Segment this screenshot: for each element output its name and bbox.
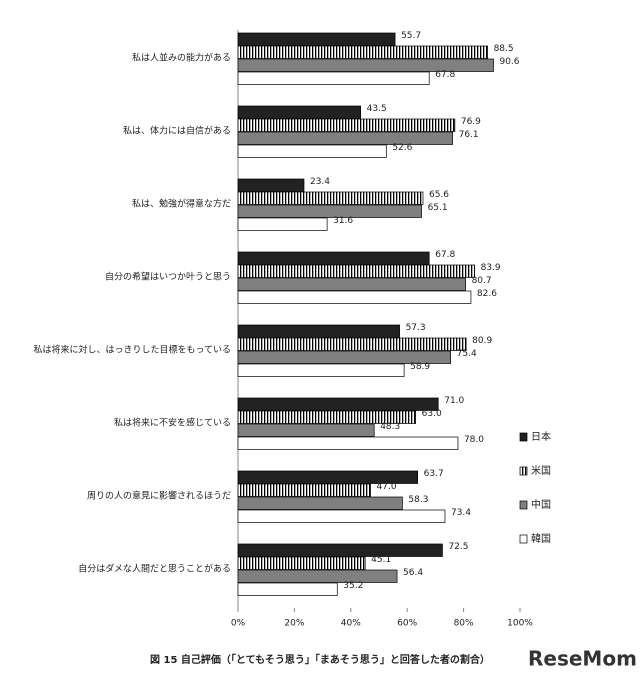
- bar: [237, 191, 424, 205]
- bar: [237, 178, 305, 192]
- bar: [237, 397, 439, 411]
- bar: [237, 277, 466, 291]
- category-label: 私は将来に対し、はっきりした目標をもっている: [33, 344, 231, 356]
- bar: [237, 71, 430, 85]
- value-label: 58.3: [408, 495, 428, 505]
- value-label: 65.6: [429, 190, 449, 200]
- bar: [237, 251, 430, 265]
- legend-label: 中国: [531, 498, 551, 511]
- bar: [237, 363, 405, 377]
- value-label: 73.4: [451, 508, 471, 518]
- value-label: 58.9: [410, 362, 430, 372]
- value-label: 31.6: [333, 216, 353, 226]
- bar: [237, 509, 446, 523]
- bar: [237, 483, 371, 497]
- x-tick-label: 60%: [397, 619, 417, 629]
- bar: [237, 131, 453, 145]
- value-label: 82.6: [477, 289, 497, 299]
- value-label: 57.3: [406, 323, 426, 333]
- bar: [237, 556, 366, 570]
- category-label: 私は人並みの能力がある: [132, 52, 231, 64]
- bar: [237, 204, 422, 218]
- bar: [237, 496, 403, 510]
- value-label: 80.9: [472, 336, 492, 346]
- legend-label: 日本: [531, 430, 551, 443]
- value-label: 75.4: [457, 349, 477, 359]
- value-label: 88.5: [494, 44, 514, 54]
- value-label: 45.1: [371, 555, 391, 565]
- category-label: 私は将来に不安を感じている: [114, 417, 231, 429]
- value-label: 56.4: [403, 568, 423, 578]
- value-label: 52.6: [392, 143, 412, 153]
- value-label: 23.4: [310, 177, 330, 187]
- bar: [237, 350, 451, 364]
- value-label: 78.0: [464, 435, 484, 445]
- legend-swatch: [519, 534, 528, 544]
- category-label: 私は、体力には自信がある: [123, 125, 231, 137]
- bar: [237, 324, 400, 338]
- bar: [237, 436, 459, 450]
- value-label: 43.5: [367, 104, 387, 114]
- x-tick-label: 0%: [231, 619, 246, 629]
- category-label: 自分の希望はいつか叶うと思う: [105, 271, 231, 283]
- bar: [237, 105, 362, 119]
- value-label: 67.8: [435, 70, 455, 80]
- bar: [237, 582, 338, 596]
- bar: [237, 264, 475, 278]
- bar: [237, 45, 488, 59]
- legend-swatch: [519, 432, 528, 442]
- bar: [237, 144, 387, 158]
- value-label: 63.0: [422, 409, 442, 419]
- bar: [237, 217, 328, 231]
- category-label: 周りの人の意見に影響されるほうだ: [87, 490, 231, 502]
- value-label: 67.8: [435, 250, 455, 260]
- x-tick-label: 80%: [454, 619, 474, 629]
- value-label: 80.7: [472, 276, 492, 286]
- bar: [237, 410, 417, 424]
- legend-swatch: [519, 466, 528, 476]
- value-label: 55.7: [401, 31, 421, 41]
- value-label: 48.3: [380, 422, 400, 432]
- x-tick-label: 40%: [341, 619, 361, 629]
- category-label: 自分はダメな人間だと思うことがある: [78, 563, 231, 575]
- bar: [237, 290, 472, 304]
- bar: [237, 32, 396, 46]
- category-label: 私は、勉強が得意な方だ: [132, 198, 231, 210]
- value-label: 90.6: [499, 57, 519, 67]
- bar: [237, 470, 418, 484]
- bar: [237, 118, 456, 132]
- x-tick-label: 100%: [507, 619, 533, 629]
- value-label: 76.9: [461, 117, 481, 127]
- caption: 図 15 自己評価（「とてもそう思う」「まあそう思う」と回答した者の割合）: [150, 653, 490, 666]
- bar: [237, 58, 494, 72]
- legend-swatch: [519, 500, 528, 510]
- value-label: 47.0: [377, 482, 397, 492]
- bar: [237, 337, 467, 351]
- value-label: 63.7: [424, 469, 444, 479]
- value-label: 65.1: [428, 203, 448, 213]
- value-label: 83.9: [481, 263, 501, 273]
- value-label: 72.5: [448, 542, 468, 552]
- bar: [237, 569, 398, 583]
- legend-label: 韓国: [531, 533, 551, 545]
- bar: [237, 543, 443, 557]
- x-tick-label: 20%: [284, 619, 304, 629]
- value-label: 76.1: [459, 130, 479, 140]
- value-label: 35.2: [343, 581, 363, 591]
- legend-label: 米国: [531, 464, 551, 477]
- value-label: 71.0: [444, 396, 464, 406]
- bar: [237, 423, 375, 437]
- watermark: ReseMom: [528, 647, 637, 671]
